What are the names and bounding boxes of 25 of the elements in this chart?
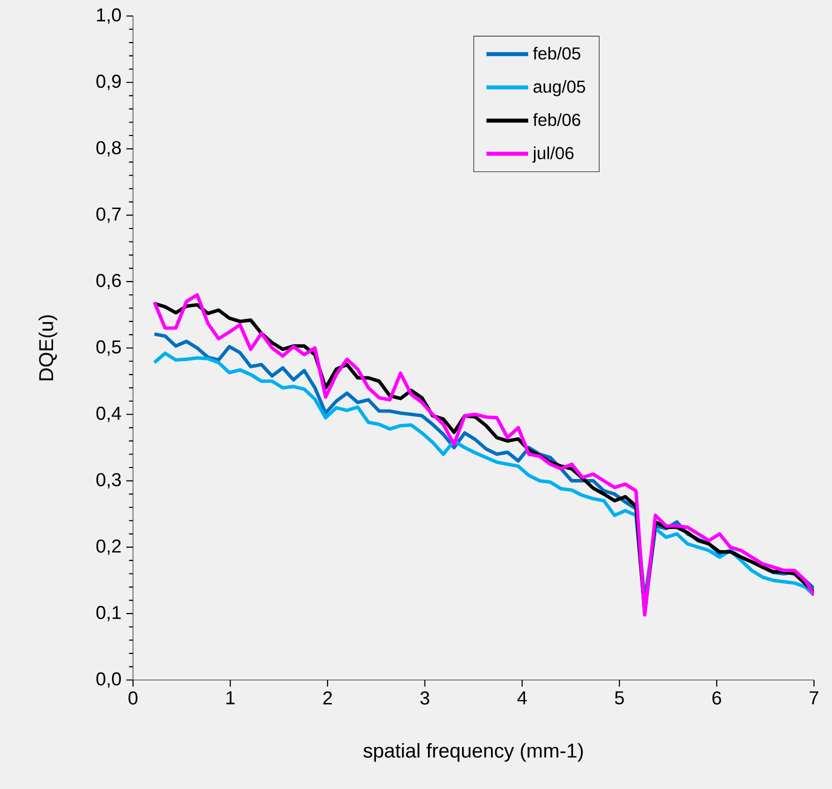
x-axis-title: spatial frequency (mm-1): [363, 743, 583, 762]
x-tick-label: 4: [517, 691, 527, 704]
y-tick-label: 1,0: [97, 8, 121, 24]
y-tick-label: 0,6: [96, 274, 121, 290]
y-tick-label: 0,5: [96, 340, 121, 356]
x-tick-label: 7: [810, 691, 818, 704]
x-tick-label: 5: [614, 691, 624, 704]
legend-label: aug/05: [534, 80, 586, 96]
y-tick-label: 0,2: [96, 539, 121, 555]
x-tick-label: 1: [226, 691, 235, 704]
y-tick-label: 0,9: [96, 74, 121, 90]
x-tick-label: 2: [323, 691, 332, 704]
y-axis-title: DQE(u): [38, 315, 58, 380]
y-tick-label: 0,4: [96, 406, 122, 422]
y-tick-label: 0,8: [96, 141, 121, 156]
x-tick-label: 0: [128, 691, 138, 705]
legend-label: feb/05: [533, 46, 580, 60]
y-tick-label: 0,0: [96, 672, 121, 688]
y-tick-label: 0,3: [96, 473, 121, 488]
legend-label: jul/06: [532, 146, 574, 163]
legend-label: feb/06: [533, 113, 580, 126]
y-tick-label: 0,7: [96, 207, 121, 223]
x-tick-label: 6: [712, 691, 722, 705]
x-tick-label: 3: [420, 691, 430, 705]
y-tick-label: 0,1: [96, 606, 121, 622]
